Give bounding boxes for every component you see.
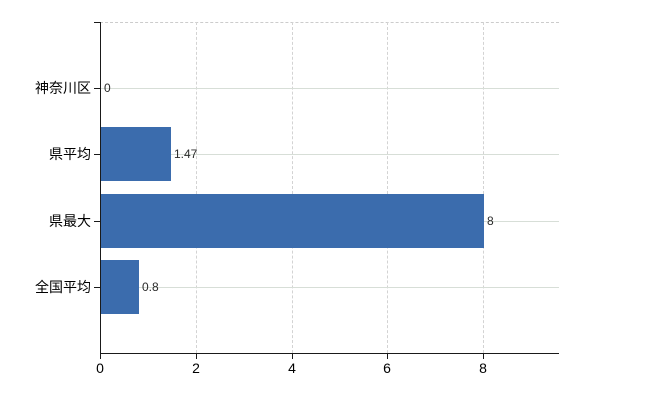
bar-value-label: 8 xyxy=(487,214,494,228)
x-axis-tick xyxy=(292,354,293,359)
y-axis-tick xyxy=(94,88,100,89)
x-axis-tick-label: 8 xyxy=(479,360,487,376)
x-axis-tick-label: 4 xyxy=(288,360,296,376)
y-axis-end-tick xyxy=(94,22,100,23)
category-label: 県最大 xyxy=(49,213,91,229)
horizontal-gridline xyxy=(100,287,559,288)
category-label: 神奈川区 xyxy=(35,80,91,96)
x-axis-tick xyxy=(196,354,197,359)
bar-value-label: 0 xyxy=(104,81,111,95)
x-axis-tick-label: 6 xyxy=(383,360,391,376)
category-label: 県平均 xyxy=(49,146,91,162)
category-label: 全国平均 xyxy=(35,279,91,295)
vertical-gridline xyxy=(483,22,485,353)
x-axis-tick-label: 2 xyxy=(192,360,200,376)
y-axis-tick xyxy=(94,154,100,155)
vertical-gridline xyxy=(387,22,389,353)
y-axis-tick xyxy=(94,221,100,222)
bar xyxy=(101,194,484,248)
bar-value-label: 1.47 xyxy=(174,147,198,161)
x-axis-tick xyxy=(387,354,388,359)
vertical-gridline xyxy=(291,22,293,353)
x-axis-tick xyxy=(100,354,101,359)
horizontal-gridline xyxy=(100,154,559,155)
y-axis-line xyxy=(100,22,101,353)
horizontal-gridline xyxy=(100,88,559,89)
plot-top-border xyxy=(100,22,559,23)
bar xyxy=(101,260,139,314)
x-axis-tick-label: 0 xyxy=(96,360,104,376)
x-axis-line xyxy=(100,353,559,354)
vertical-gridline xyxy=(195,22,197,353)
bar-value-label: 0.8 xyxy=(142,280,159,294)
x-axis-tick xyxy=(483,354,484,359)
bar xyxy=(101,127,171,181)
y-axis-tick xyxy=(94,287,100,288)
